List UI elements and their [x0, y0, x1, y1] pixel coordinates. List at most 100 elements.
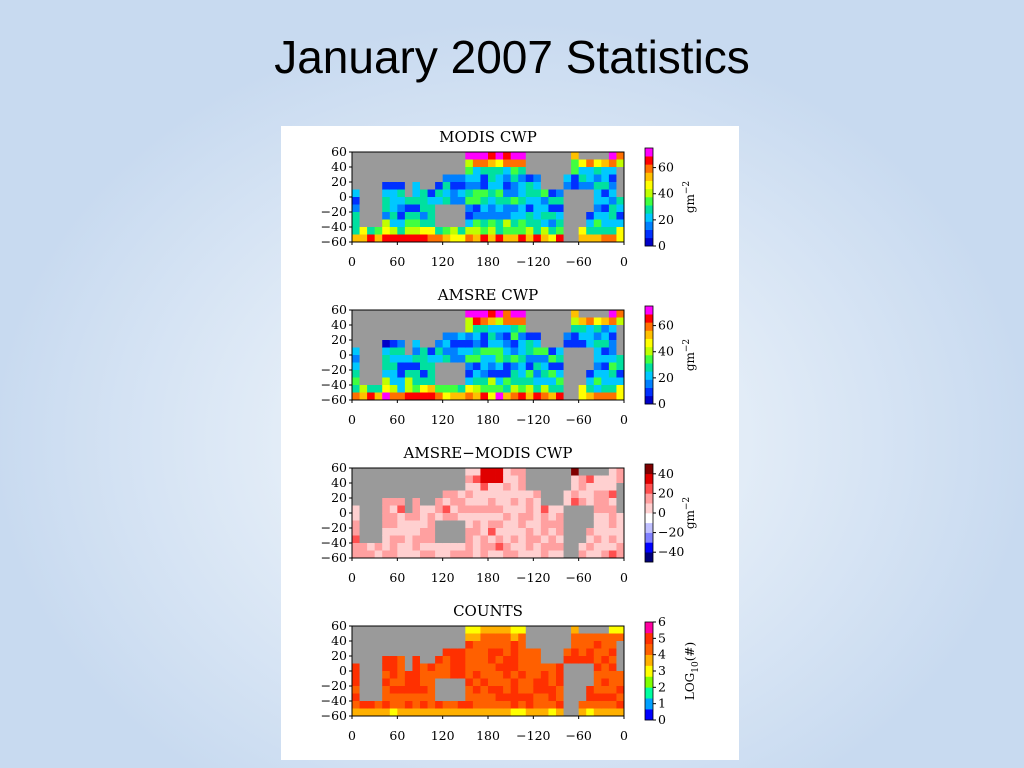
- grid-cell: [427, 197, 436, 205]
- grid-cell: [540, 227, 549, 235]
- land-cell: [420, 174, 428, 183]
- land-cell: [359, 626, 368, 634]
- grid-cell: [616, 678, 625, 687]
- grid-cell: [374, 543, 383, 551]
- grid-cell: [601, 528, 610, 536]
- land-cell: [548, 159, 557, 168]
- grid-cell: [457, 174, 466, 183]
- grid-cell: [465, 626, 474, 634]
- grid-cell: [518, 355, 527, 363]
- land-cell: [397, 167, 406, 175]
- grid-cell: [510, 543, 519, 551]
- grid-cell: [495, 633, 504, 642]
- land-cell: [548, 475, 557, 484]
- land-cell: [359, 377, 368, 386]
- grid-cell: [359, 708, 368, 717]
- grid-cell: [608, 234, 617, 243]
- grid-cell: [548, 693, 557, 702]
- land-cell: [556, 332, 564, 341]
- grid-cell: [601, 648, 610, 657]
- grid-cell: [427, 219, 436, 228]
- grid-cell: [510, 663, 519, 672]
- grid-cell: [616, 317, 625, 326]
- grid-cell: [525, 656, 534, 664]
- grid-cell: [601, 543, 610, 551]
- grid-cell: [495, 648, 504, 657]
- y-tick-label: 40: [331, 475, 347, 490]
- x-tick-label: −60: [565, 728, 591, 743]
- grid-cell: [616, 708, 625, 717]
- land-cell: [404, 633, 413, 642]
- grid-cell: [465, 468, 474, 476]
- grid-cell: [608, 656, 617, 664]
- grid-cell: [427, 513, 436, 521]
- grid-cell: [397, 656, 406, 664]
- land-cell: [404, 325, 413, 333]
- grid-cell: [352, 543, 360, 551]
- land-cell: [540, 182, 549, 190]
- colorbar-unit-label: gm−2: [682, 339, 697, 371]
- land-cell: [427, 468, 436, 476]
- grid-cell: [488, 167, 496, 175]
- grid-cell: [563, 332, 572, 341]
- land-cell: [359, 362, 368, 371]
- grid-cell: [578, 317, 587, 326]
- grid-cell: [404, 219, 413, 228]
- grid-cell: [518, 325, 527, 333]
- grid-cell: [495, 234, 504, 243]
- grid-cell: [533, 648, 542, 657]
- grid-cell: [488, 641, 496, 649]
- grid-cell: [533, 693, 542, 702]
- land-cell: [563, 310, 572, 318]
- grid-cell: [420, 392, 428, 401]
- grid-cell: [465, 528, 474, 536]
- colorbar-segment: [645, 371, 653, 380]
- land-cell: [563, 234, 572, 243]
- grid-cell: [503, 174, 512, 183]
- land-cell: [397, 641, 406, 649]
- land-cell: [359, 310, 368, 318]
- land-cell: [442, 483, 451, 491]
- land-cell: [352, 332, 360, 341]
- x-tick-label: −120: [516, 254, 550, 269]
- grid-cell: [457, 385, 466, 393]
- colorbar-unit-label: LOG10(#): [683, 642, 701, 700]
- grid-cell: [427, 663, 436, 672]
- grid-cell: [525, 535, 534, 544]
- grid-cell: [571, 182, 580, 190]
- grid-cell: [465, 197, 474, 205]
- land-cell: [616, 641, 625, 649]
- land-cell: [563, 227, 572, 235]
- grid-cell: [593, 686, 602, 694]
- grid-cell: [457, 355, 466, 363]
- grid-cell: [389, 528, 398, 536]
- grid-cell: [601, 204, 610, 213]
- grid-cell: [533, 212, 542, 220]
- grid-cell: [578, 483, 587, 491]
- land-cell: [442, 641, 451, 649]
- land-cell: [397, 310, 406, 318]
- grid-cell: [608, 543, 617, 551]
- land-cell: [525, 633, 534, 642]
- grid-cell: [503, 633, 512, 642]
- land-cell: [556, 633, 564, 642]
- land-cell: [442, 535, 451, 544]
- colorbar-segment: [645, 709, 653, 721]
- grid-cell: [427, 528, 436, 536]
- grid-cell: [510, 678, 519, 687]
- land-cell: [616, 505, 625, 514]
- grid-cell: [571, 340, 580, 348]
- grid-cell: [586, 219, 595, 228]
- grid-cell: [480, 174, 489, 183]
- grid-cell: [510, 362, 519, 371]
- grid-cell: [420, 189, 428, 198]
- grid-cell: [465, 355, 474, 363]
- grid-cell: [397, 189, 406, 198]
- grid-cell: [450, 385, 459, 393]
- land-cell: [450, 212, 459, 220]
- grid-cell: [442, 385, 451, 393]
- grid-cell: [495, 325, 504, 333]
- land-cell: [367, 212, 376, 220]
- land-cell: [374, 468, 383, 476]
- grid-cell: [616, 392, 625, 401]
